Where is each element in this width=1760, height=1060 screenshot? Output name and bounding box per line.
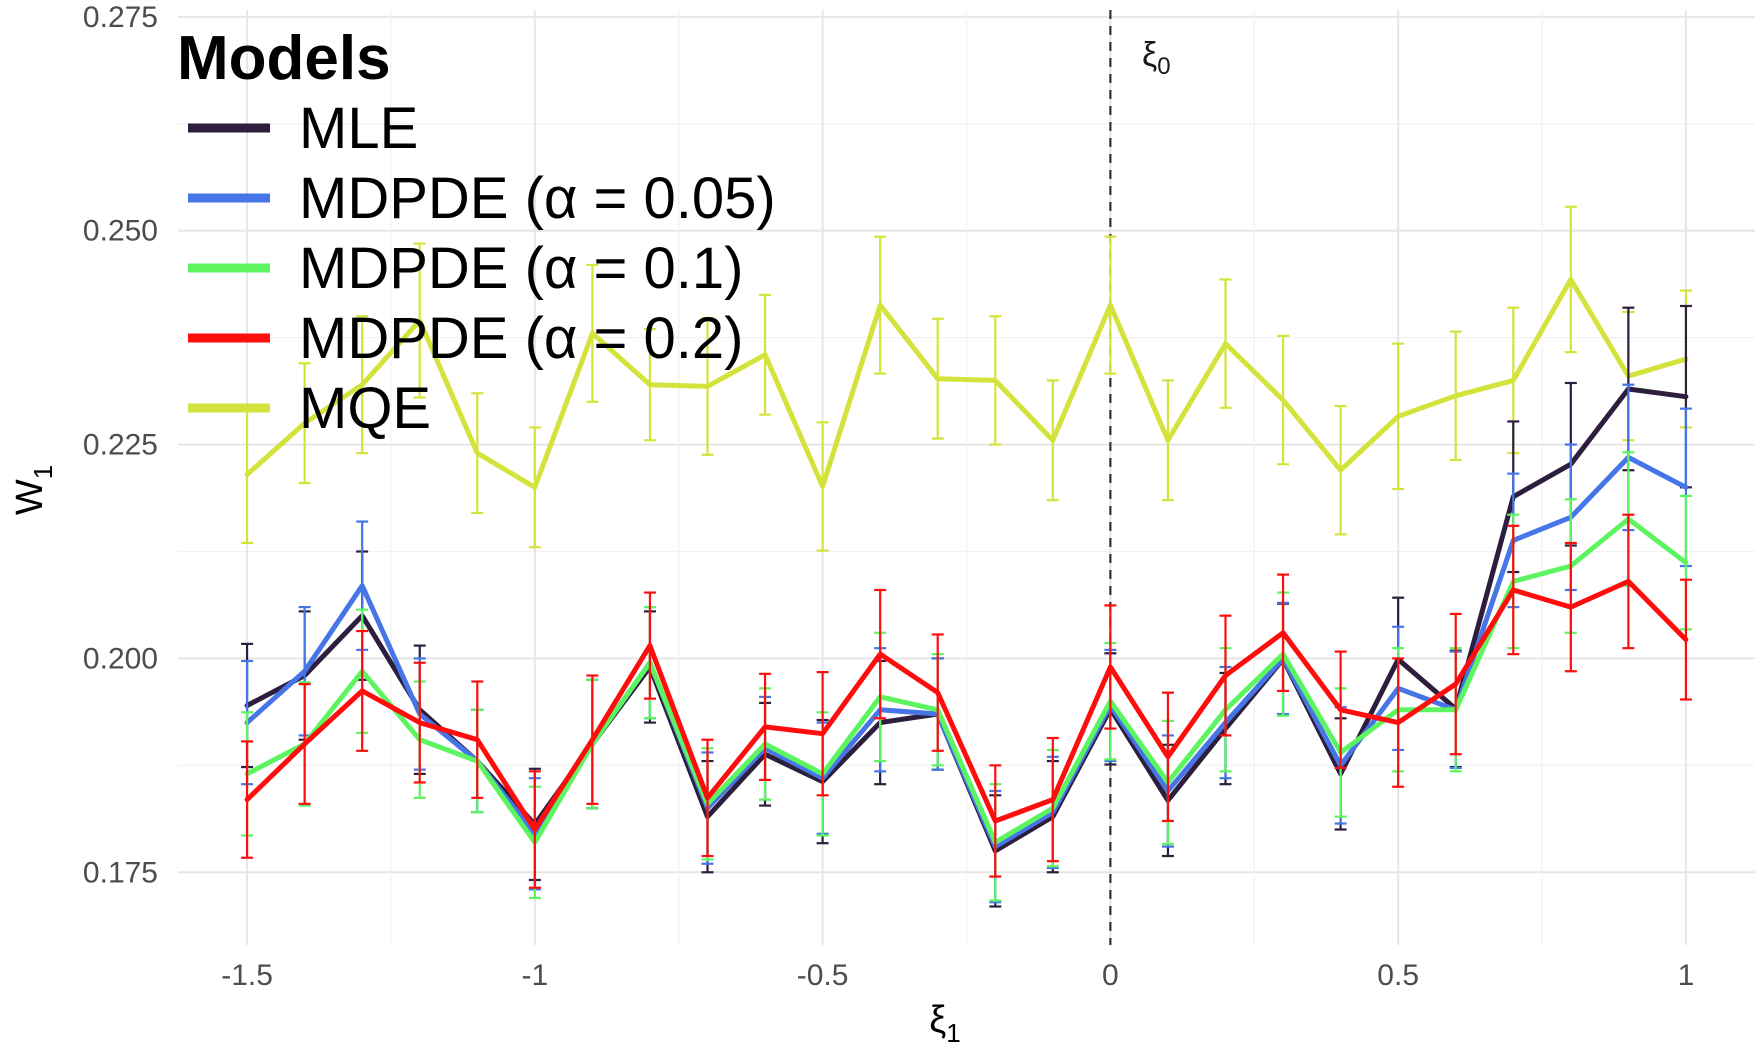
y-axis-title: W1 — [9, 465, 58, 515]
legend-item: MDPDE (α = 0.2) — [188, 306, 743, 371]
legend-label: MLE — [299, 96, 418, 161]
y-tick-label: 0.200 — [83, 642, 158, 675]
x-axis-title-subscript: 1 — [946, 1018, 960, 1048]
legend-label: MQE — [299, 376, 431, 441]
x-tick-label: -1.5 — [221, 959, 273, 992]
x-axis-title-symbol: ξ — [929, 999, 946, 1041]
x-tick-labels: -1.5 -1 -0.5 0 0.5 1 — [221, 959, 1694, 992]
y-tick-label: 0.250 — [83, 215, 158, 248]
legend-item: MDPDE (α = 0.1) — [188, 236, 743, 301]
legend-label: MDPDE (α = 0.2) — [299, 306, 743, 371]
x-tick-label: -0.5 — [797, 959, 849, 992]
legend-title: Models — [177, 24, 391, 93]
y-tick-labels: 0.175 0.200 0.225 0.250 0.275 — [83, 1, 158, 889]
y-axis-title-symbol: W — [9, 479, 51, 515]
series-mqe — [241, 205, 1692, 552]
legend-item: MDPDE (α = 0.05) — [188, 166, 776, 231]
y-axis-title-subscript: 1 — [28, 465, 58, 479]
annotation-subscript: 0 — [1157, 53, 1170, 80]
y-tick-label: 0.175 — [83, 856, 158, 889]
x-tick-label: 1 — [1678, 959, 1695, 992]
x-tick-label: -1 — [521, 959, 548, 992]
series-line — [244, 578, 1689, 832]
xi0-annotation: ξ0 — [1142, 36, 1171, 80]
annotation-symbol: ξ — [1142, 36, 1157, 74]
legend-item: MLE — [188, 96, 418, 161]
y-tick-label: 0.275 — [83, 1, 158, 34]
x-axis-title: ξ1 — [929, 999, 960, 1048]
legend-label: MDPDE (α = 0.05) — [299, 166, 776, 231]
y-tick-label: 0.225 — [83, 429, 158, 462]
x-tick-label: 0.5 — [1377, 959, 1419, 992]
legend-item: MQE — [188, 376, 431, 441]
series-line — [244, 277, 1689, 490]
series-mdpde-0-2 — [241, 513, 1692, 889]
x-tick-label: 0 — [1102, 959, 1119, 992]
series-layer — [241, 205, 1692, 908]
series-line — [244, 516, 1689, 845]
legend-label: MDPDE (α = 0.1) — [299, 236, 743, 301]
